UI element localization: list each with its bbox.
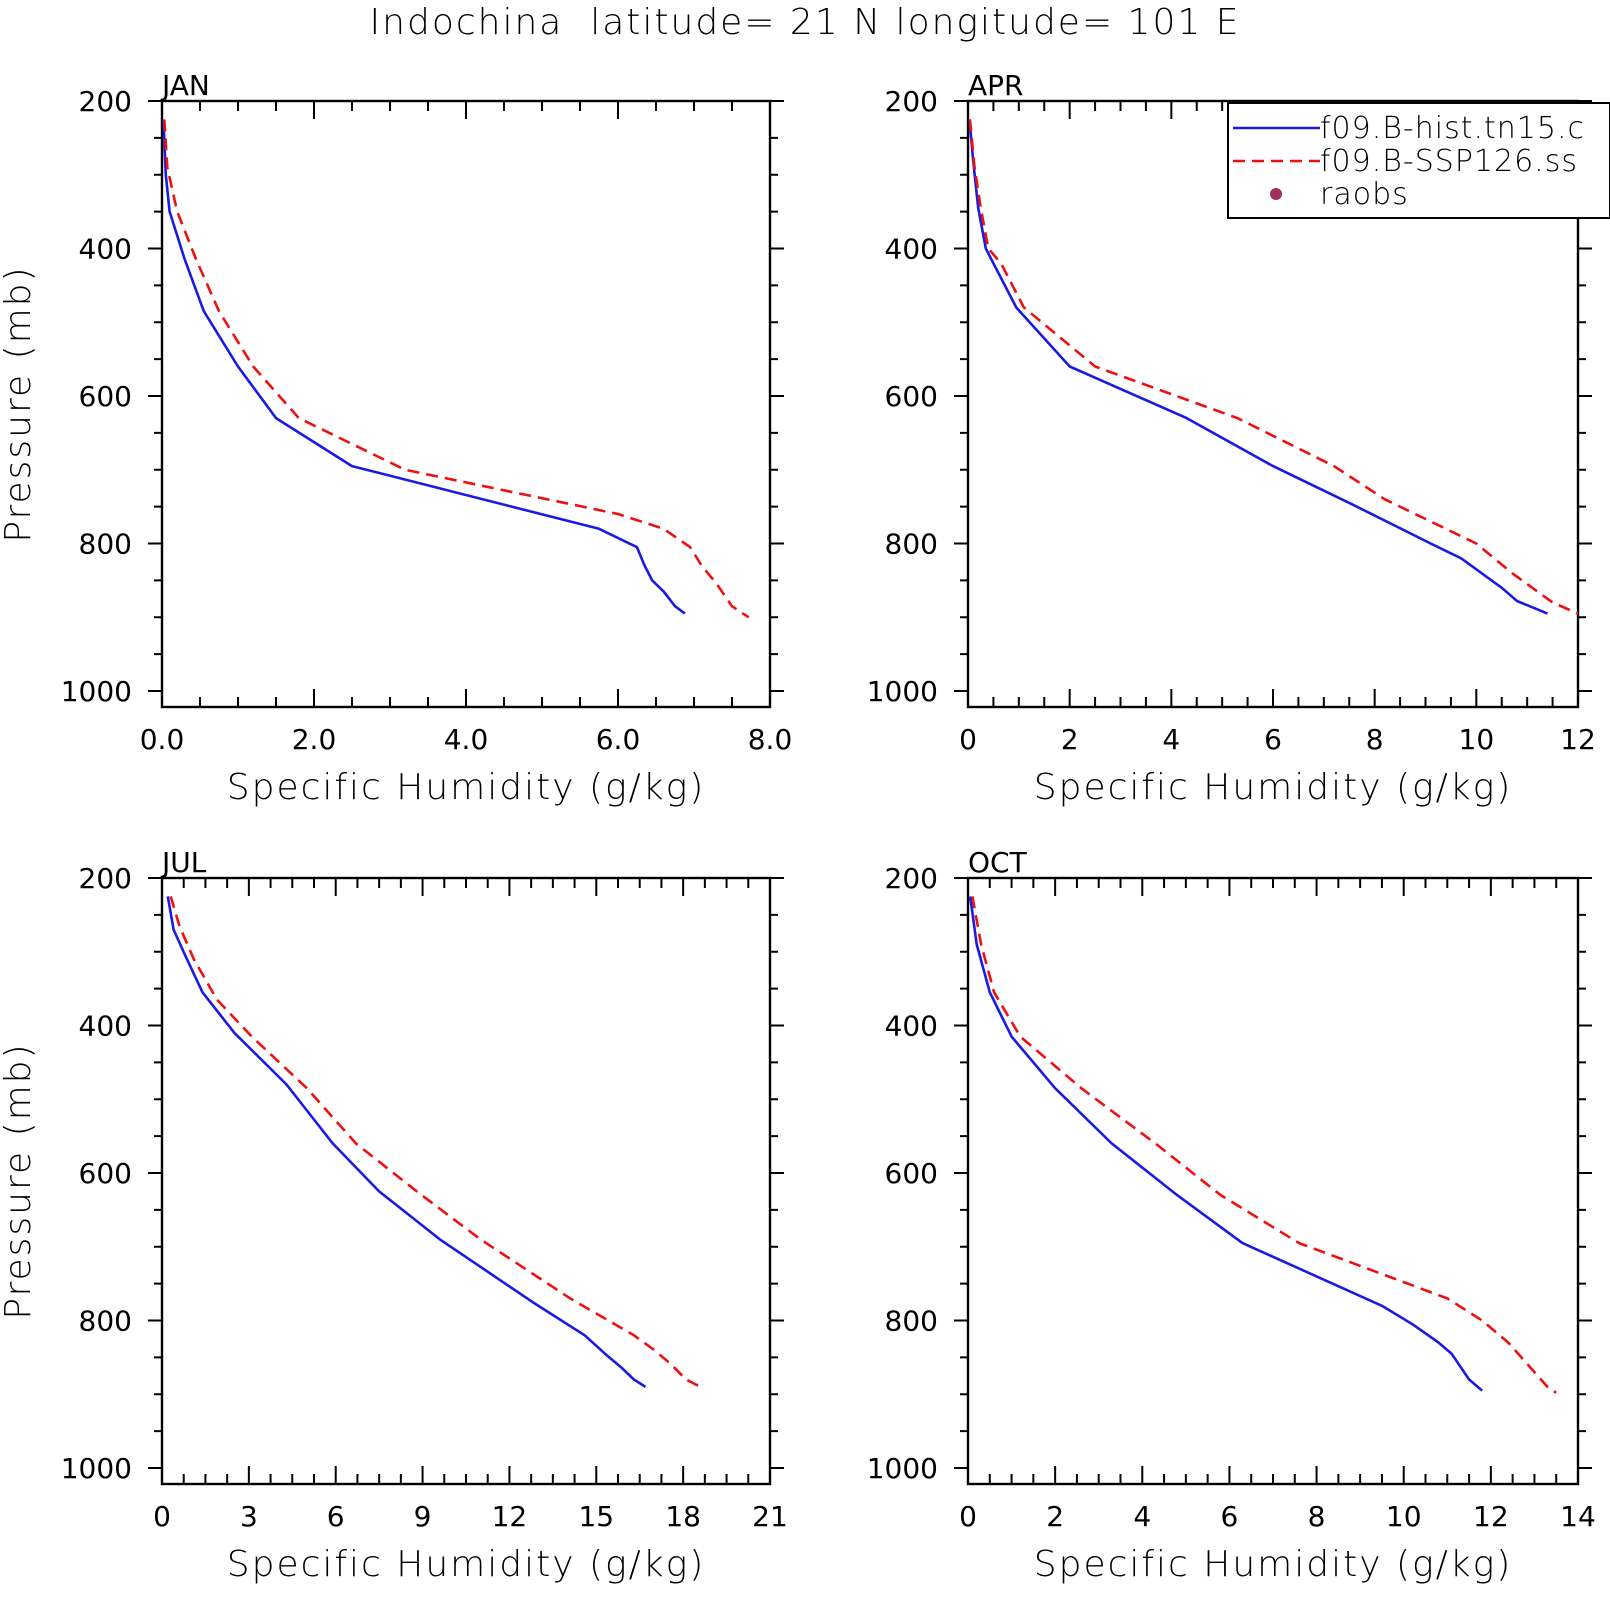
legend-marker-raobs xyxy=(1270,188,1282,200)
y-tick-label: 800 xyxy=(885,1305,938,1338)
y-axis-label: Pressure (mb) xyxy=(0,265,39,542)
panel-jul: JUL 0 3 6 9 12 15 18 21 200 400 600 800 1000 Specific … xyxy=(0,846,788,1585)
series-line-ssp126 xyxy=(169,896,702,1389)
x-tick-label: 10 xyxy=(1386,1500,1422,1533)
y-tick-label: 400 xyxy=(79,1010,132,1043)
x-tick-label: 4.0 xyxy=(444,723,489,756)
series-line-ssp126 xyxy=(968,119,1578,615)
y-tick-label: 400 xyxy=(885,233,938,266)
x-tick-label: 6 xyxy=(327,1500,345,1533)
y-tick-label: 800 xyxy=(79,1305,132,1338)
x-tick-label: 2 xyxy=(1061,723,1079,756)
series-line-ssp126 xyxy=(163,119,750,619)
y-axis-label: Pressure (mb) xyxy=(0,1042,39,1319)
plot-frame xyxy=(966,876,1580,1486)
y-tick-label: 200 xyxy=(885,85,938,118)
x-tick-label: 6 xyxy=(1221,1500,1239,1533)
x-tick-label: 12 xyxy=(1560,723,1596,756)
x-tick-label: 14 xyxy=(1560,1500,1596,1533)
panel-label: JAN xyxy=(160,69,210,102)
series-line-hist xyxy=(968,119,1548,615)
series-line-ssp126 xyxy=(971,896,1557,1394)
x-tick-label: 8 xyxy=(1366,723,1384,756)
x-tick-label: 4 xyxy=(1162,723,1180,756)
x-axis-label: Specific Humidity (g/kg) xyxy=(227,767,706,808)
panel-oct: OCT 0 2 4 6 8 10 12 14 200 400 600 800 1000 Specific H… xyxy=(867,846,1596,1585)
series-group xyxy=(968,896,1557,1394)
y-tick-label: 1000 xyxy=(61,675,132,708)
y-tick-label: 400 xyxy=(885,1010,938,1043)
series-group xyxy=(968,119,1578,615)
plot-frame xyxy=(160,99,772,709)
y-tick-label: 200 xyxy=(79,85,132,118)
panel-label: JUL xyxy=(160,846,207,879)
x-tick-label: 8.0 xyxy=(748,723,793,756)
x-tick-label: 15 xyxy=(578,1500,614,1533)
plot-frame xyxy=(160,876,772,1486)
x-tick-label: 0 xyxy=(959,723,977,756)
series-line-hist xyxy=(968,896,1483,1392)
x-tick-label: 2 xyxy=(1046,1500,1064,1533)
series-group xyxy=(162,119,750,619)
y-tick-label: 600 xyxy=(79,1157,132,1190)
x-tick-label: 2.0 xyxy=(292,723,337,756)
panel-jan: JAN 0.0 2.0 4.0 6.0 8.0 200 400 600 800 1000 Specif… xyxy=(0,69,792,808)
x-tick-label: 10 xyxy=(1459,723,1495,756)
x-tick-label: 3 xyxy=(240,1500,258,1533)
x-tick-label: 0.0 xyxy=(140,723,185,756)
y-tick-label: 1000 xyxy=(61,1452,132,1485)
panel-label: OCT xyxy=(968,846,1028,879)
x-axis-label: Specific Humidity (g/kg) xyxy=(227,1544,706,1585)
series-line-hist xyxy=(166,896,647,1388)
legend-label: f09.B-SSP126.ss xyxy=(1320,144,1578,179)
y-tick-label: 600 xyxy=(885,380,938,413)
y-tick-label: 1000 xyxy=(867,1452,938,1485)
page-title: Indochina latitude= 21 N longitude= 101 … xyxy=(369,2,1241,43)
x-tick-label: 21 xyxy=(752,1500,788,1533)
series-group xyxy=(166,896,702,1389)
y-tick-label: 400 xyxy=(79,233,132,266)
x-tick-label: 9 xyxy=(414,1500,432,1533)
x-tick-label: 6 xyxy=(1264,723,1282,756)
x-tick-label: 0 xyxy=(153,1500,171,1533)
x-tick-label: 4 xyxy=(1133,1500,1151,1533)
legend-label: raobs xyxy=(1320,177,1409,212)
y-tick-label: 200 xyxy=(79,862,132,895)
y-tick-label: 1000 xyxy=(867,675,938,708)
x-tick-label: 12 xyxy=(492,1500,528,1533)
y-tick-label: 800 xyxy=(79,528,132,561)
x-tick-label: 8 xyxy=(1308,1500,1326,1533)
x-tick-label: 12 xyxy=(1473,1500,1509,1533)
x-axis-label: Specific Humidity (g/kg) xyxy=(1034,1544,1513,1585)
series-line-hist xyxy=(162,119,686,615)
legend-label: f09.B-hist.tn15.c xyxy=(1320,111,1585,146)
x-tick-label: 18 xyxy=(665,1500,701,1533)
x-tick-label: 0 xyxy=(959,1500,977,1533)
y-tick-label: 200 xyxy=(885,862,938,895)
y-tick-label: 600 xyxy=(885,1157,938,1190)
x-tick-label: 6.0 xyxy=(596,723,641,756)
x-axis-label: Specific Humidity (g/kg) xyxy=(1034,767,1513,808)
panel-label: APR xyxy=(968,69,1024,102)
y-tick-label: 600 xyxy=(79,380,132,413)
y-tick-label: 800 xyxy=(885,528,938,561)
